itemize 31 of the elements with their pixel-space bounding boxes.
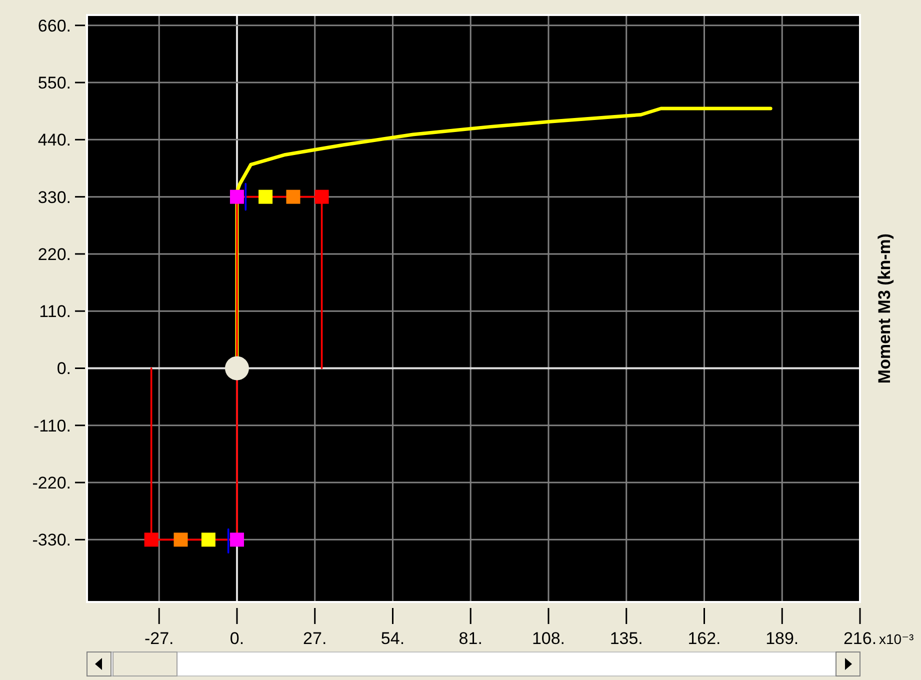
y-axis-title: Moment M3 (kn-m)	[875, 233, 894, 384]
y-tick-label: 550.	[38, 73, 71, 92]
point	[230, 190, 244, 204]
y-tick-label: -110.	[34, 416, 71, 436]
y-tick-label: 330.	[38, 188, 71, 207]
x-tick-label: 135.	[610, 629, 643, 648]
x-tick-label: 162.	[688, 629, 721, 648]
y-tick-label: 0.	[56, 359, 71, 378]
point	[201, 532, 216, 547]
point	[286, 190, 300, 204]
y-tick-label: 220.	[38, 244, 71, 264]
x-tick-label: 108.	[532, 629, 566, 648]
x-tick-label: 27.	[303, 629, 327, 648]
point	[258, 190, 273, 204]
point	[224, 356, 249, 380]
point	[314, 190, 329, 204]
y-tick-label: 440.	[38, 130, 71, 150]
x-tick-label: 81.	[458, 629, 482, 648]
y-tick-label: 660.	[38, 16, 71, 36]
point	[174, 532, 188, 547]
text: x10⁻³	[879, 631, 914, 647]
y-tick-label: -220.	[32, 473, 71, 492]
point	[144, 532, 158, 547]
x-tick-label: 54.	[380, 629, 405, 648]
y-tick-label: 110.	[39, 302, 71, 322]
x-tick-label: -27.	[144, 629, 174, 648]
x-tick-label: 216.	[843, 629, 877, 648]
x-tick-label: 0.	[230, 629, 244, 648]
y-tick-label: -330.	[32, 530, 71, 550]
point	[230, 532, 244, 547]
x-tick-label: 189.	[766, 629, 799, 648]
